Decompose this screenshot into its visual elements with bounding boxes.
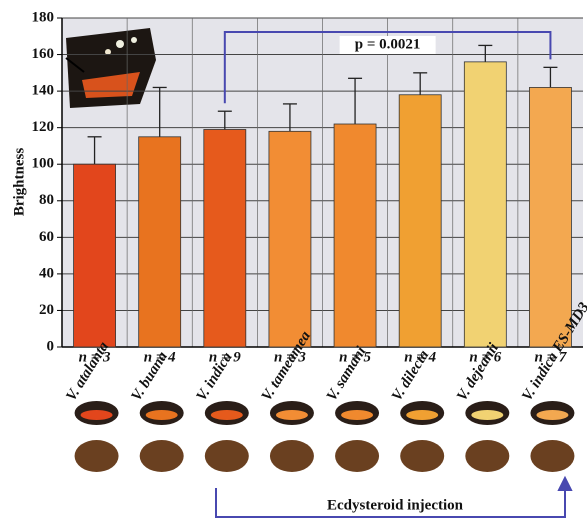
bar: [399, 95, 441, 347]
wing-band: [211, 410, 243, 420]
y-tick-label: 40: [39, 265, 54, 281]
bar: [529, 87, 571, 347]
bar: [204, 129, 246, 347]
wing-band: [81, 410, 113, 420]
chart: Brightness Ecdysteroid injection 0 20 40 60…: [0, 0, 587, 520]
y-axis-label: Brightness: [11, 148, 27, 217]
wing-band: [341, 410, 373, 420]
bar: [74, 164, 116, 347]
wing-lower: [140, 440, 184, 472]
bar: [269, 131, 311, 347]
wing-lower: [205, 440, 249, 472]
wing-band: [471, 410, 503, 420]
bracket-label: Ecdysteroid injection: [327, 497, 464, 513]
y-tick-label: 140: [32, 83, 55, 99]
wing-lower: [465, 440, 509, 472]
bar: [464, 62, 506, 347]
wing-band: [406, 410, 438, 420]
y-tick-label: 100: [32, 156, 55, 172]
y-tick-label: 60: [39, 229, 54, 245]
bar: [139, 137, 181, 347]
wing-band: [276, 410, 308, 420]
bar: [334, 124, 376, 347]
y-tick-label: 180: [32, 9, 55, 25]
wing-lower: [75, 440, 119, 472]
y-tick-label: 120: [32, 119, 55, 135]
y-tick-label: 0: [47, 338, 55, 354]
p-value: p = 0.0021: [355, 36, 421, 52]
wing-lower: [270, 440, 314, 472]
wing-lower: [530, 440, 574, 472]
wing-band: [146, 410, 178, 420]
y-tick-label: 160: [32, 46, 55, 62]
wing-lower: [400, 440, 444, 472]
y-tick-label: 80: [39, 192, 54, 208]
y-tick-label: 20: [39, 302, 54, 318]
inset-wing: [66, 28, 156, 108]
wing-band: [536, 410, 568, 420]
wing-lower: [335, 440, 379, 472]
